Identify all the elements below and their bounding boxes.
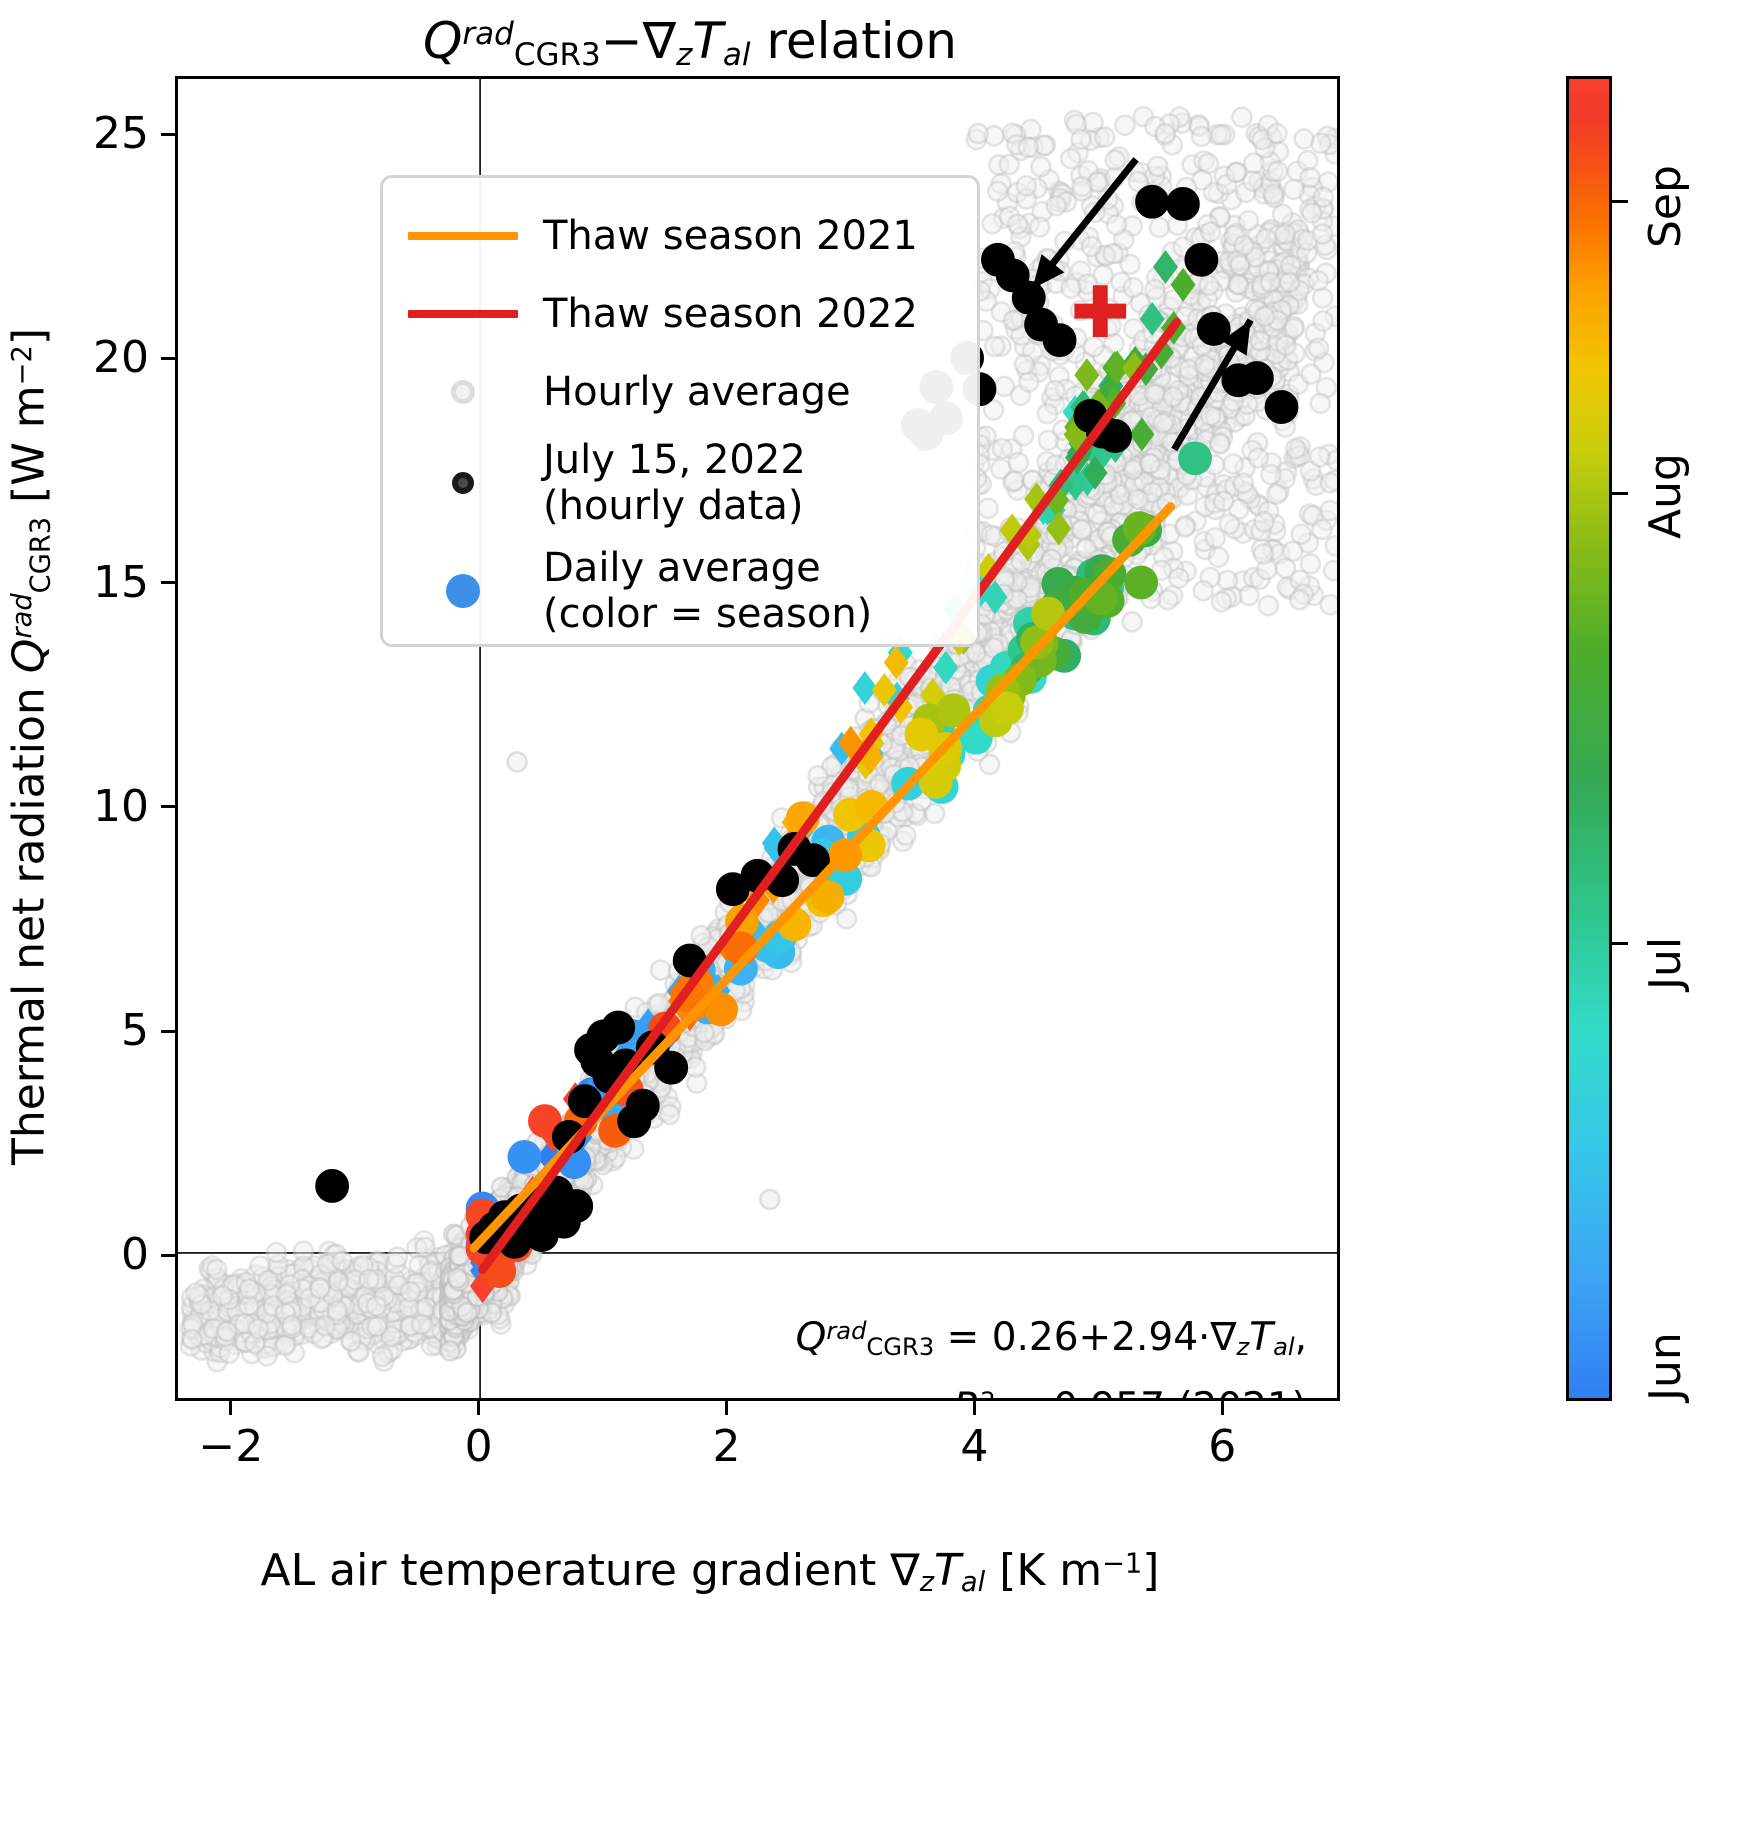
x-label-var-sub: al [960, 1567, 986, 1598]
y-tick-label: 5 [121, 1005, 149, 1057]
eq2021-sub: CGR3 [866, 1333, 935, 1362]
x-tick-mark [725, 1401, 729, 1415]
legend-label-daily-line1: Daily average [543, 545, 821, 591]
y-tick-label: 15 [93, 556, 149, 608]
y-label-unit-close: ] [3, 327, 55, 346]
title-sup: rad [462, 16, 514, 52]
legend-marker-line-orange [383, 232, 543, 240]
legend-item-thaw-2022[interactable]: Thaw season 2022 [383, 282, 977, 346]
fit-line-2022 [478, 317, 1182, 1274]
legend-item-thaw-2021[interactable]: Thaw season 2021 [383, 204, 977, 268]
x-label-unit-close: ] [1142, 1545, 1160, 1596]
y-tick-label: 0 [121, 1229, 149, 1281]
colorbar-tick-label: Jun [1640, 1332, 1691, 1401]
eq2021-r-sup: 2 [980, 1387, 995, 1398]
x-tick-mark [477, 1401, 481, 1415]
x-label-grad-sub: z [919, 1567, 935, 1598]
title-grad-var-sub: al [722, 36, 751, 73]
eq2021-grad-sub: z [1236, 1333, 1250, 1362]
legend-marker-open-circle [383, 380, 543, 404]
y-tick-mark [161, 581, 175, 585]
eq2021-var-sub: al [1273, 1333, 1295, 1362]
equation-2021: QradCGR3 = 0.26+2.94·∇zTal, R2 = 0.957 (… [796, 1304, 1307, 1398]
annotation-arrow-head [1221, 320, 1251, 356]
eq2021-r-rest: = 0.957 (2021) [996, 1385, 1307, 1398]
scatter-canvas [178, 79, 1337, 1398]
x-tick-mark [972, 1401, 976, 1415]
legend-item-daily-average[interactable]: Daily average (color = season) [383, 536, 977, 646]
colorbar-tick-mark [1612, 200, 1628, 204]
y-label-unit: [W m [3, 385, 55, 517]
y-label-q: Q [3, 638, 55, 674]
legend-item-hourly-average[interactable]: Hourly average [383, 360, 977, 424]
y-axis-label: Thermal net radiation QradCGR3 [W m−2] [4, 77, 57, 1417]
eq2021-sup: rad [826, 1317, 867, 1345]
y-tick-mark [161, 805, 175, 809]
legend-label-july15-line1: July 15, 2022 [543, 437, 806, 483]
colorbar: Jun Jul Aug Sep [1566, 76, 1691, 1401]
legend-item-july15[interactable]: July 15, 2022 (hourly data) [383, 428, 977, 538]
title-sub: CGR3 [513, 36, 601, 73]
x-label-var: T [934, 1545, 961, 1596]
colorbar-tick-label: Aug [1640, 453, 1691, 540]
title-grad-sub: z [676, 36, 693, 73]
colorbar-tick-label: Jul [1640, 936, 1691, 990]
eq2021-tail: , [1294, 1314, 1307, 1360]
title-suffix: relation [750, 11, 957, 70]
legend-marker-black-dot [383, 472, 543, 494]
plot-area: Thaw season 2021 Thaw season 2022 Hourly… [175, 76, 1340, 1401]
annotation-arrow-head [1032, 254, 1065, 289]
x-axis-label: AL air temperature gradient ∇zTal [K m−1… [0, 1545, 1420, 1598]
eq2021-q: Q [795, 1314, 827, 1360]
y-tick-label: 20 [93, 332, 149, 384]
y-tick-mark [161, 1253, 175, 1257]
legend-label-daily-average: Daily average (color = season) [543, 545, 872, 637]
x-label-prefix: AL air temperature gradient [260, 1545, 891, 1596]
y-tick-label: 10 [93, 780, 149, 832]
x-tick-label: 2 [712, 1421, 741, 1472]
x-tick-label: 6 [1208, 1421, 1237, 1472]
legend: Thaw season 2021 Thaw season 2022 Hourly… [380, 175, 980, 647]
x-label-unit-sup: −1 [1102, 1548, 1143, 1580]
legend-label-thaw-2022: Thaw season 2022 [543, 291, 918, 337]
y-label-sup: rad [7, 593, 39, 639]
x-tick-label: 4 [960, 1421, 989, 1472]
equation-2021-line1: QradCGR3 = 0.26+2.94·∇zTal, [796, 1304, 1307, 1374]
title-grad-var: T [692, 11, 723, 70]
annotation-layer [1029, 157, 1254, 452]
red-plus-marker [1074, 285, 1127, 337]
y-label-sub: CGR3 [25, 516, 57, 594]
y-tick-mark [161, 132, 175, 136]
legend-label-july15: July 15, 2022 (hourly data) [543, 437, 806, 529]
legend-label-daily-line2: (color = season) [543, 591, 873, 637]
colorbar-tick-mark [1612, 491, 1628, 495]
x-tick-label: 0 [464, 1421, 493, 1472]
x-label-unit: [K m [985, 1545, 1103, 1596]
equation-2021-line2: R2 = 0.957 (2021) [796, 1374, 1307, 1398]
y-tick-label: 25 [93, 108, 149, 160]
y-label-prefix: Thermal net radiation [3, 673, 55, 1166]
legend-marker-line-red [383, 310, 543, 318]
eq2021-r: R [953, 1385, 980, 1398]
page-title: QradCGR3−∇zTal relation [0, 4, 1380, 85]
eq2021-rest: = 0.26+2.94·∇ [934, 1314, 1237, 1360]
legend-label-hourly-average: Hourly average [543, 369, 851, 415]
x-tick-label: −2 [198, 1421, 264, 1472]
legend-label-july15-line2: (hourly data) [543, 483, 804, 529]
title-middle: −∇ [600, 11, 677, 70]
eq2021-var: T [1249, 1314, 1274, 1360]
y-label-unit-sup: −2 [7, 345, 39, 386]
colorbar-tick-mark [1612, 942, 1628, 946]
y-tick-mark [161, 1029, 175, 1033]
colorbar-gradient [1566, 76, 1612, 1401]
x-tick-mark [1220, 1401, 1224, 1415]
x-tick-mark [229, 1401, 233, 1415]
x-label-grad: ∇ [890, 1545, 920, 1596]
title-q: Q [423, 11, 463, 70]
legend-marker-blue-dot [383, 574, 543, 608]
y-tick-mark [161, 356, 175, 360]
legend-label-thaw-2021: Thaw season 2021 [543, 213, 918, 259]
colorbar-tick-label: Sep [1640, 164, 1691, 248]
